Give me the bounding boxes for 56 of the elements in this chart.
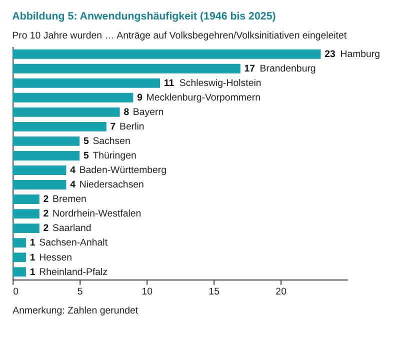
data-label: 2 (43, 208, 49, 220)
bar (12, 209, 40, 219)
data-label: 1 (30, 238, 36, 249)
x-tick-label: 0 (13, 286, 20, 298)
data-label: 4 (70, 180, 76, 191)
data-label: 7 (110, 122, 116, 133)
y-tick-label: Hessen (39, 252, 72, 264)
bar (12, 107, 120, 117)
y-tick-label: Sachsen (92, 136, 130, 148)
x-tick-label: 15 (208, 286, 220, 298)
x-tick-label: 20 (276, 286, 288, 298)
y-tick-label: Thüringen (92, 150, 136, 162)
y-tick-label: Rheinland-Pfalz (39, 266, 108, 278)
chart-subtitle: Pro 10 Jahre wurden … Anträge auf Volksbegehren/Volksinitiativen eingeleitet (12, 30, 347, 42)
data-label: 4 (70, 165, 76, 176)
bar (12, 166, 66, 175)
data-label: 17 (244, 64, 256, 75)
data-label: 9 (137, 92, 144, 104)
bar (12, 238, 26, 248)
bar (12, 122, 106, 132)
y-tick-label: Bayern (132, 107, 164, 118)
bar (12, 267, 26, 277)
data-label: 2 (43, 194, 49, 206)
bar (12, 49, 321, 59)
bar (12, 136, 80, 146)
x-tick-label: 10 (142, 286, 154, 298)
bar (12, 151, 80, 160)
data-label: 11 (164, 78, 175, 90)
y-tick-label: Niedersachsen (79, 180, 144, 191)
y-tick-label: Baden-Württemberg (79, 165, 167, 176)
bar (12, 224, 40, 234)
y-tick-label: Nordrhein-Westfalen (52, 208, 142, 220)
y-tick-label: Bremen (52, 194, 86, 206)
text: Anmerkung: Zahlen gerundet (12, 305, 138, 316)
y-tick-label: Mecklenburg-Vorpommern (146, 92, 260, 104)
data-label: 5 (83, 150, 90, 162)
x-tick-label: 5 (77, 286, 83, 298)
data-label: 2 (43, 223, 49, 234)
data-label: 23 (324, 49, 336, 60)
bar (12, 92, 134, 102)
bar (12, 180, 66, 190)
bar (12, 64, 240, 74)
y-tick-label: Hamburg (340, 49, 380, 60)
y-tick-label: Sachsen-Anhalt (39, 238, 108, 249)
bar (12, 252, 26, 262)
data-label: 8 (124, 107, 130, 118)
data-label: 1 (30, 252, 36, 264)
bar (12, 194, 40, 204)
data-label: 5 (83, 136, 90, 148)
y-tick-label: Brandenburg (260, 64, 316, 75)
data-label: 1 (30, 266, 36, 278)
y-tick-label: Berlin (120, 122, 144, 133)
y-tick-label: Schleswig-Holstein (179, 78, 262, 90)
chart-title: Abbildung 5: Anwendungshäufigkeit (1946 bis 2025) (12, 10, 276, 22)
y-tick-label: Saarland (52, 223, 92, 234)
bar (12, 78, 160, 88)
